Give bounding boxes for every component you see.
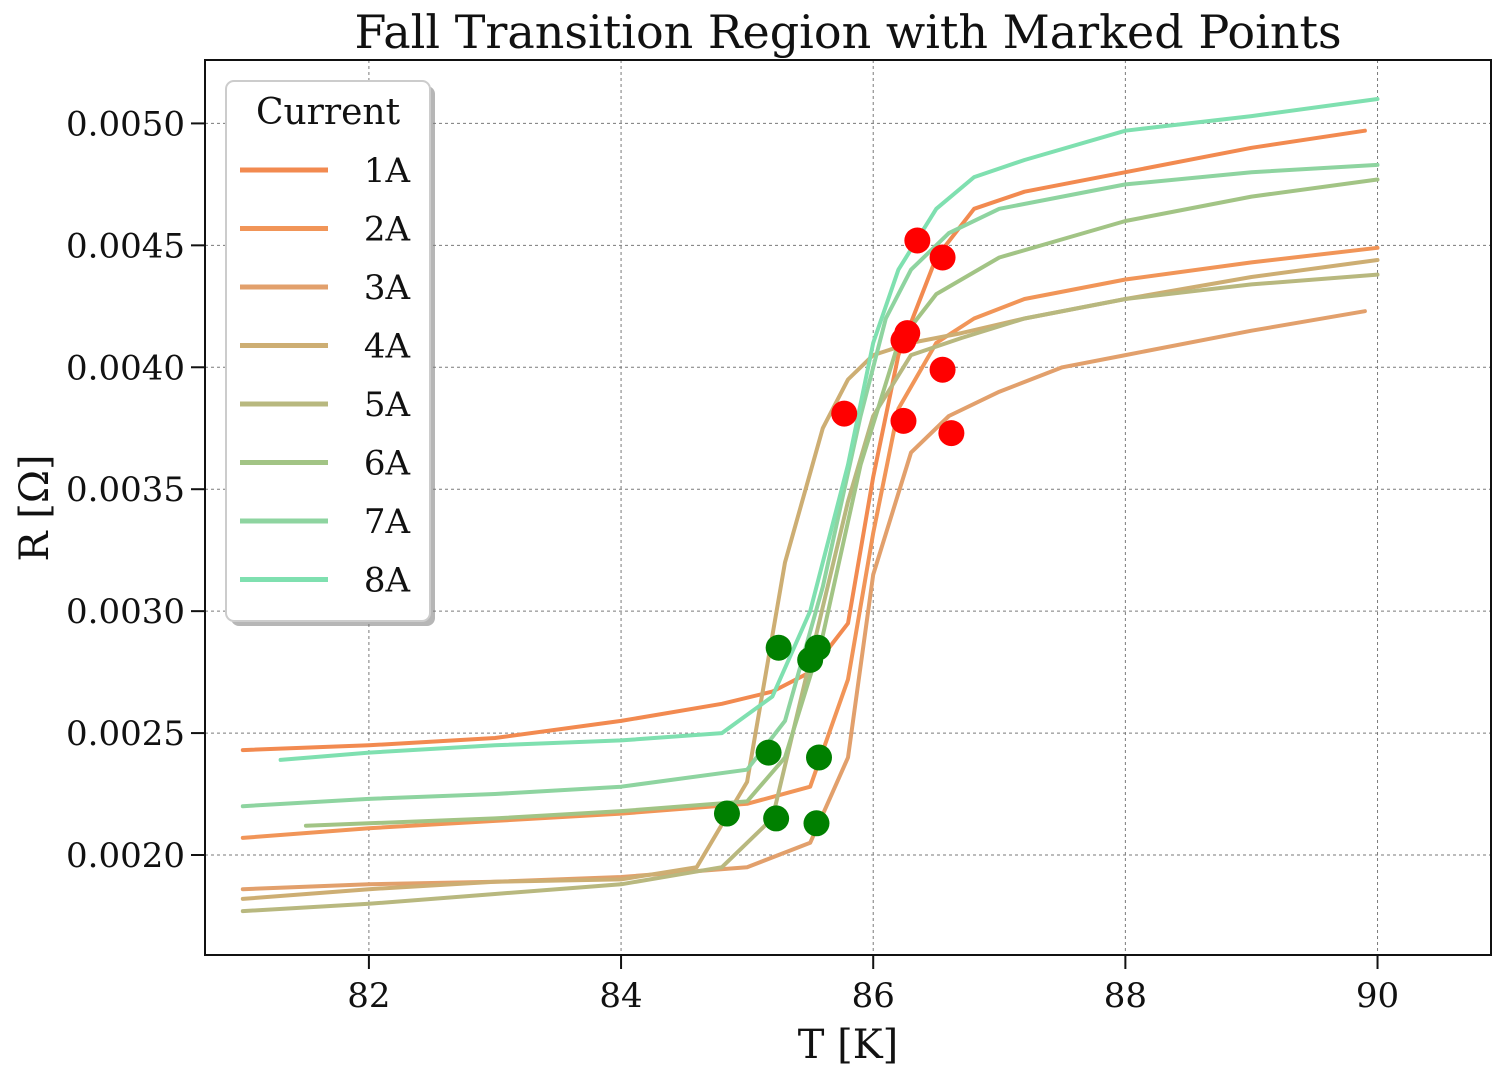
legend-label-1A: 1A <box>364 151 411 191</box>
upper-marked-point <box>831 400 858 427</box>
plot-frame <box>204 59 1492 956</box>
legend: Current 1A 2A 3A 4A 5A 6A 7A 8A <box>225 80 435 626</box>
legend-label-2A: 2A <box>364 210 411 250</box>
series-line-6A <box>303 177 1380 828</box>
legend-title: Current <box>256 92 401 133</box>
legend-entries: 1A 2A 3A 4A 5A 6A 7A 8A <box>240 151 410 601</box>
upper-marked-point <box>929 356 956 383</box>
y-tick-label: 0.0040 <box>66 348 185 388</box>
x-tick-label: 82 <box>347 976 390 1016</box>
y-tick-label: 0.0045 <box>66 226 185 266</box>
legend-label-8A: 8A <box>364 561 411 601</box>
upper-marked-point <box>929 244 956 271</box>
y-tick-label: 0.0020 <box>66 836 185 876</box>
lower-marked-point <box>755 739 782 766</box>
tick-layer: 82 84 86 88 90 0.0020 0.0025 0.0030 0.0035 0.0040… <box>66 104 1399 1016</box>
y-axis-label: R [Ω] <box>12 454 58 561</box>
chart-title: Fall Transition Region with Marked Point… <box>354 5 1341 59</box>
legend-label-6A: 6A <box>364 444 411 484</box>
upper-marked-point <box>890 327 917 354</box>
lower-marked-point <box>713 800 740 827</box>
y-tick-label: 0.0025 <box>66 714 185 754</box>
series-layer <box>240 97 1380 914</box>
x-tick-label: 84 <box>599 976 642 1016</box>
legend-label-3A: 3A <box>364 268 411 308</box>
legend-label-7A: 7A <box>364 502 411 542</box>
series-line-1A <box>240 128 1367 753</box>
lower-marked-point <box>763 805 790 832</box>
x-axis-label: T [K] <box>798 1022 899 1068</box>
series-line-7A <box>240 162 1380 809</box>
lower-marked-point <box>765 634 792 661</box>
grid-layer <box>205 60 1491 955</box>
series-line-8A <box>278 97 1380 762</box>
y-tick-label: 0.0035 <box>66 470 185 510</box>
x-tick-label: 88 <box>1104 976 1147 1016</box>
marker-layer <box>713 227 965 837</box>
series-line-2A <box>240 245 1380 840</box>
lower-marked-point <box>797 646 824 673</box>
series-line-5A <box>240 272 1380 914</box>
x-tick-label: 86 <box>852 976 895 1016</box>
legend-label-5A: 5A <box>364 385 411 425</box>
upper-marked-point <box>904 227 931 254</box>
legend-box <box>225 80 431 622</box>
upper-marked-point <box>890 407 917 434</box>
y-tick-label: 0.0050 <box>66 104 185 144</box>
x-tick-label: 90 <box>1356 976 1399 1016</box>
upper-marked-point <box>938 420 965 447</box>
legend-label-4A: 4A <box>364 327 411 367</box>
lower-marked-point <box>806 744 833 771</box>
lower-marked-point <box>803 810 830 837</box>
y-tick-label: 0.0030 <box>66 592 185 632</box>
